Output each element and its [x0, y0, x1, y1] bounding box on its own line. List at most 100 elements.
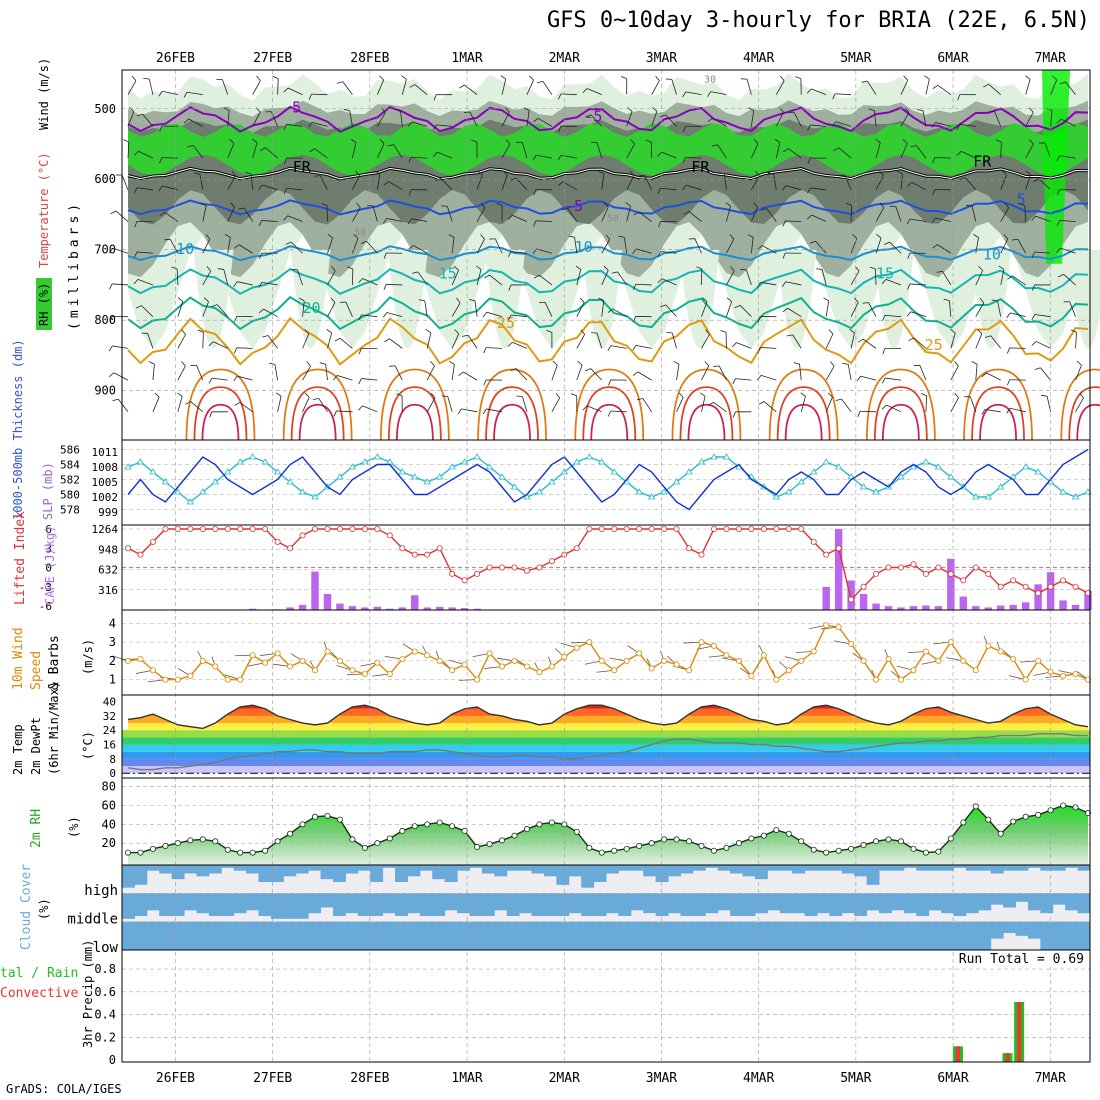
wind-barb-flag [558, 181, 564, 186]
cloud-cell-low [382, 921, 396, 950]
cloud-cell-high [792, 865, 806, 874]
rh2m-line-point [511, 832, 518, 839]
lifted-index-line-point [573, 545, 580, 552]
wind-barb [1009, 407, 1026, 413]
wind-barb-flag [732, 342, 737, 348]
wind-barb [227, 143, 235, 159]
cloud-cell-low [481, 921, 495, 950]
cloud-cell-middle [643, 893, 657, 914]
wind-barb [576, 334, 586, 349]
cloud-cell-middle [419, 893, 433, 916]
wind-barb [626, 205, 631, 222]
cloud-cell-middle [481, 893, 495, 916]
wind-barb [252, 80, 261, 95]
slp-line-point [510, 483, 519, 490]
cloud-cell-middle [1015, 893, 1029, 902]
cloud-cell-middle [990, 893, 1004, 905]
wind-barb-flag [200, 202, 207, 207]
wind10m-line-point [461, 661, 468, 668]
ylabel-wind10m-c: & Barbs [47, 635, 62, 690]
wind-barb [913, 337, 927, 349]
wind10m-line-point [823, 622, 830, 629]
cloud-cell-middle [432, 893, 446, 916]
wind-barb [1063, 273, 1076, 286]
cloud-cell-high [593, 865, 607, 882]
wind-barb [975, 237, 979, 254]
contour-label--5: -5 [565, 197, 583, 215]
wind-barb-flag [729, 234, 735, 240]
contour-label-FR: FR [973, 153, 992, 171]
slp-line-point [834, 463, 843, 470]
cloud-cell-low [419, 921, 433, 950]
cloud-cell-high [221, 865, 235, 868]
slp-line-point [947, 473, 955, 480]
cloud-cell-low [1015, 921, 1029, 936]
cloud-cell-low [556, 921, 570, 950]
slp-line-point [448, 463, 456, 470]
wind-barb [535, 220, 552, 222]
thickness-tick-578: 578 [60, 504, 80, 517]
wind-barb-flag [856, 375, 861, 382]
temp-contour-warm [290, 386, 345, 441]
wind-barb-flag [1003, 234, 1009, 240]
ylabel-temp2m-unit: (°C) [81, 731, 95, 760]
wind-barb-flag [845, 202, 852, 206]
wind-barb-flag [1041, 394, 1048, 397]
wind-barb [451, 270, 459, 286]
wind-barb-flag [682, 126, 686, 132]
lifted-index-line-point [673, 526, 680, 533]
wind-barb-flag [358, 405, 363, 411]
wind-barb [1075, 365, 1082, 381]
cloud-cell-middle [854, 893, 868, 916]
wind-barb-flag [383, 218, 387, 224]
wind-barb-flag [582, 405, 588, 411]
cape-bar [972, 606, 980, 610]
wind10m-line-point [586, 639, 593, 646]
wind10m-line-point [1060, 672, 1067, 679]
wind-barb-flag [875, 138, 881, 143]
wind-barb-flag [337, 81, 344, 84]
wind-barb [825, 366, 835, 381]
cape-bar [323, 593, 332, 610]
wind-barb-flag [382, 312, 388, 318]
wind-barb [1034, 314, 1051, 318]
rh2m-line-point [698, 842, 705, 849]
cloud-cell-high [208, 865, 222, 874]
wind-barb-flag [231, 171, 237, 177]
wind-barb-flag [632, 345, 637, 351]
slp-line-point [523, 493, 531, 500]
lifted-index-line-point [374, 526, 381, 533]
cloud-cell-middle [1003, 893, 1017, 908]
wind10m-line-point [187, 672, 194, 679]
pressure-tick-900: 900 [94, 384, 116, 398]
slp-line-point [585, 453, 594, 460]
wind-barb-flag [807, 187, 811, 194]
wind-barb [773, 173, 777, 190]
ylabel-temp2m-1: 2m DewPt [29, 717, 43, 775]
slp-line-point [460, 458, 469, 465]
wind-barb [1035, 215, 1051, 222]
slp-line-point [859, 483, 868, 490]
chart-title: GFS 0~10day 3-hourly for BRIA (22E, 6.5N… [546, 8, 1090, 33]
wind-barb [486, 311, 503, 318]
wind-barb [949, 300, 952, 317]
wind-barb-flag [881, 279, 887, 285]
wind-barb-flag [458, 371, 464, 377]
wind-barb [227, 206, 235, 222]
cloud-yunit: (%) [37, 898, 51, 920]
cloud-cell-low [246, 921, 260, 950]
wind-barb-flag [827, 392, 833, 398]
wind-barb-flag [283, 215, 288, 221]
wind-barb [366, 241, 378, 254]
wind-barb [596, 142, 603, 159]
wind-barb [311, 93, 328, 96]
wind-barb [590, 368, 603, 381]
cloud-cell-high [283, 865, 297, 877]
cloud-cell-middle [630, 893, 644, 911]
cloud-cell-high [643, 865, 657, 877]
wind-barb [202, 332, 204, 349]
cloud-cell-high [258, 865, 272, 882]
wind-barb-flag [852, 233, 858, 239]
cloud-cell-middle [270, 893, 284, 919]
